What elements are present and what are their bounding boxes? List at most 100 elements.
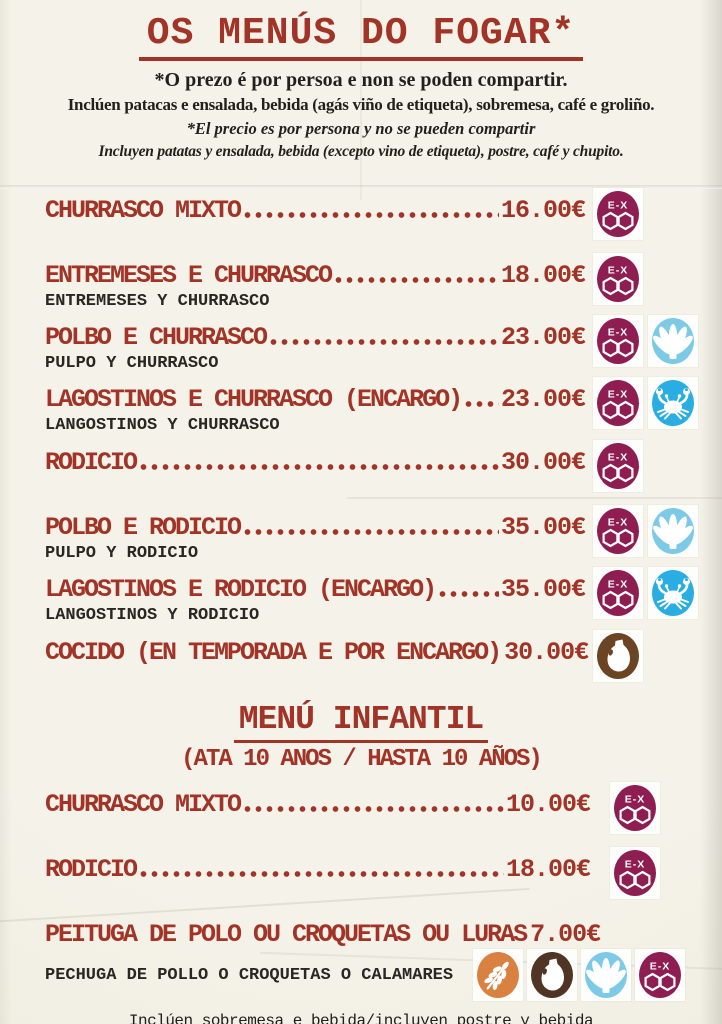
scallop-shell-icon <box>648 504 698 557</box>
menu-item-line: CHURRASCO MIXTO 16.00€ <box>45 194 586 227</box>
menu-item-row: POLBO E RODICIO 35.00€ PULPO Y RODICIO E… <box>45 504 722 564</box>
svg-text:E-X: E-X <box>608 389 629 401</box>
menu-item-translation: PULPO Y CHURRASCO <box>45 353 219 373</box>
menu-item-price: 30.00€ <box>500 447 586 477</box>
kids-menu-title: MENÚ INFANTIL <box>233 701 489 743</box>
kids-menu-subtitle: (ATA 10 ANOS / HASTA 10 AÑOS) <box>181 745 543 773</box>
menu-item-text: RODICIO 18.00€ <box>45 853 591 886</box>
svg-text:E-X: E-X <box>625 858 646 870</box>
crab-icon <box>648 377 698 430</box>
kids-menu-list: CHURRASCO MIXTO 10.00€ E-X RODICIO 18.00… <box>0 781 722 1001</box>
dot-leader <box>242 511 499 544</box>
svg-text:E-X: E-X <box>608 516 629 528</box>
svg-text:E-X: E-X <box>625 793 646 805</box>
menu-item-price: 35.00€ <box>500 512 586 542</box>
menu-item-line: POLBO E CHURRASCO 23.00€ <box>45 321 586 354</box>
menu-notes: *O prezo é por persoa e non se poden com… <box>0 69 722 161</box>
dot-leader <box>242 194 499 227</box>
menu-item-line: ENTREMESES E CHURRASCO 18.00€ <box>45 259 586 292</box>
allergen-icons: E-X <box>593 504 698 557</box>
allergen-icons: E-X <box>593 377 698 430</box>
menu-item-line: CHURRASCO MIXTO 10.00€ <box>45 788 591 821</box>
menu-item-row: PEITUGA DE POLO OU CROQUETAS OU LURAS 7.… <box>45 919 722 1001</box>
svg-text:E-X: E-X <box>608 199 629 211</box>
ex-badge-icon: E-X <box>635 948 686 1001</box>
menu-item-line: RODICIO 30.00€ <box>45 446 586 479</box>
menu-item-price: 18.00€ <box>505 854 591 884</box>
ex-badge-icon: E-X <box>593 252 643 305</box>
ex-badge-icon: E-X <box>593 439 643 492</box>
menu-item-row: COCIDO (EN TEMPORADA E POR ENCARGO) 30.0… <box>45 629 722 682</box>
menu-item-text: POLBO E CHURRASCO 23.00€ PULPO Y CHURRAS… <box>45 321 586 374</box>
page-title: OS MENÚS DO FOGAR* <box>138 12 584 61</box>
allergen-icons: E-X <box>610 781 660 834</box>
crab-icon <box>648 567 698 620</box>
menu-item-text: CHURRASCO MIXTO 10.00€ <box>45 788 591 821</box>
svg-text:E-X: E-X <box>650 960 671 972</box>
menu-item-translation: PECHUGA DE POLLO O CROQUETAS O CALAMARES <box>45 966 454 986</box>
menu-item-line: RODICIO 18.00€ <box>45 853 591 886</box>
allergen-icons: E-X <box>593 314 698 367</box>
svg-text:E-X: E-X <box>608 579 629 591</box>
svg-text:E-X: E-X <box>608 326 629 338</box>
kids-menu-header: MENÚ INFANTIL (ATA 10 ANOS / HASTA 10 AÑ… <box>0 701 722 775</box>
ex-badge-icon: E-X <box>593 567 643 620</box>
menu-item-text: COCIDO (EN TEMPORADA E POR ENCARGO) 30.0… <box>45 637 589 669</box>
menu-item-translation: ENTREMESES Y CHURRASCO <box>45 291 270 311</box>
menu-item-price: 23.00€ <box>500 322 586 352</box>
ex-badge-icon: E-X <box>610 781 660 834</box>
allergen-icons <box>593 629 643 682</box>
dot-leader <box>268 321 499 354</box>
note-line: *O prezo é por persoa e non se poden com… <box>154 68 568 91</box>
menu-item-text: CHURRASCO MIXTO 16.00€ <box>45 194 586 227</box>
svg-text:E-X: E-X <box>608 264 629 276</box>
menu-item-row: ENTREMESES E CHURRASCO 18.00€ ENTREMESES… <box>45 252 722 312</box>
menu-item-price: 18.00€ <box>500 260 586 290</box>
menu-item-text: RODICIO 30.00€ <box>45 446 586 479</box>
menu-item-name: COCIDO (EN TEMPORADA E POR ENCARGO) <box>45 637 502 667</box>
main-menu-list: CHURRASCO MIXTO 16.00€ E-X ENTREMESES E … <box>0 187 722 682</box>
dot-leader <box>437 574 499 607</box>
menu-item-row: RODICIO 18.00€ E-X <box>45 846 722 899</box>
menu-item-line: COCIDO (EN TEMPORADA E POR ENCARGO) 30.0… <box>45 637 589 669</box>
menu-item-name: RODICIO <box>45 447 138 477</box>
ex-badge-icon: E-X <box>593 504 643 557</box>
wheat-ear-icon <box>473 948 524 1001</box>
dot-leader <box>333 259 499 292</box>
milk-jug-icon <box>527 948 578 1001</box>
menu-item-price: 7.00€ <box>530 919 601 949</box>
menu-item-text: LAGOSTINOS E RODICIO (ENCARGO) 35.00€ LA… <box>45 574 586 626</box>
allergen-icons: E-X <box>593 252 643 305</box>
ex-badge-icon: E-X <box>593 187 643 240</box>
allergen-icons: E-X <box>593 187 643 240</box>
menu-item-name: LAGOSTINOS E RODICIO (ENCARGO) <box>45 575 437 605</box>
note-line: *El precio es por persona y no se pueden… <box>186 118 536 138</box>
menu-item-translation: LANGOSTINOS Y RODICIO <box>45 606 260 626</box>
menu-item-price: 23.00€ <box>500 385 586 415</box>
allergen-icons: E-X <box>473 948 686 1001</box>
milk-jug-icon <box>593 629 643 682</box>
dot-leader <box>463 384 499 417</box>
menu-item-translation: PULPO Y RODICIO <box>45 543 199 563</box>
menu-item-name: POLBO E RODICIO <box>45 512 242 542</box>
menu-item-name: CHURRASCO MIXTO <box>45 195 242 225</box>
menu-item-line: LAGOSTINOS E CHURRASCO (ENCARGO) 23.00€ <box>45 384 586 417</box>
menu-item-price: 35.00€ <box>500 575 586 605</box>
menu-item-line: LAGOSTINOS E RODICIO (ENCARGO) 35.00€ <box>45 574 586 607</box>
menu-item-row: LAGOSTINOS E CHURRASCO (ENCARGO) 23.00€ … <box>45 377 722 436</box>
menu-item-row: CHURRASCO MIXTO 10.00€ E-X <box>45 781 722 834</box>
menu-item-price: 30.00€ <box>504 637 589 667</box>
menu-item-row: CHURRASCO MIXTO 16.00€ E-X <box>45 187 722 240</box>
menu-item-name: POLBO E CHURRASCO <box>45 322 268 352</box>
menu-item-text: LAGOSTINOS E CHURRASCO (ENCARGO) 23.00€ … <box>45 384 586 436</box>
scallop-shell-icon <box>648 314 698 367</box>
menu-item-text: POLBO E RODICIO 35.00€ PULPO Y RODICIO <box>45 511 586 564</box>
menu-item-price: 10.00€ <box>505 789 591 819</box>
menu-item-text: ENTREMESES E CHURRASCO 18.00€ ENTREMESES… <box>45 259 586 312</box>
scallop-shell-icon <box>581 948 632 1001</box>
ex-badge-icon: E-X <box>610 846 660 899</box>
dot-leader <box>138 446 499 479</box>
allergen-icons: E-X <box>593 439 643 492</box>
allergen-icons: E-X <box>593 567 698 620</box>
